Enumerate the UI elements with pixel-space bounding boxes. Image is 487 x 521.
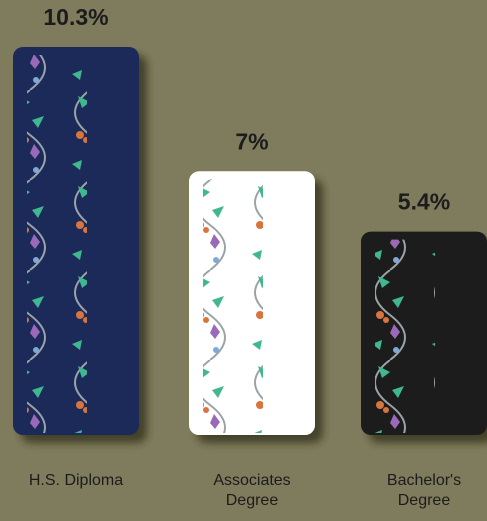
x-tick-label: H.S. Diploma <box>28 472 124 489</box>
bar-decoration <box>203 179 263 433</box>
value-label: 10.3% <box>43 4 108 30</box>
bar-decoration <box>27 55 87 433</box>
x-tick-label: Associates Degree <box>213 472 291 509</box>
x-tick-label: Bachelor's Degree <box>386 472 462 509</box>
value-label: 5.4% <box>398 189 450 215</box>
bar-decoration <box>375 239 435 433</box>
value-label: 7% <box>235 128 268 154</box>
